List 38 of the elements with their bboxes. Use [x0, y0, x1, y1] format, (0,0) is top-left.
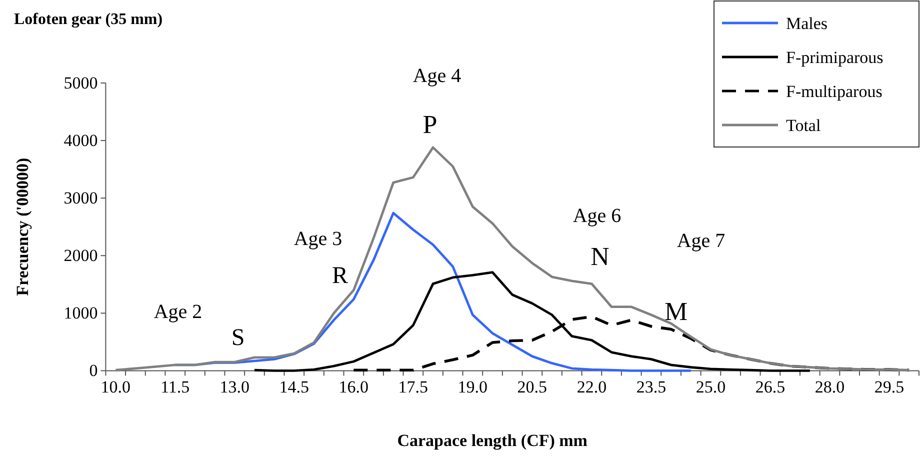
x-tick-label: 28.0: [814, 377, 845, 396]
annotation: M: [664, 297, 688, 326]
y-tick-label: 2000: [64, 246, 98, 266]
legend-label: F-multiparous: [786, 82, 882, 101]
y-tick-label: 1000: [64, 304, 98, 323]
y-tick-label: 0: [89, 361, 98, 380]
y-tick-label: 3000: [64, 188, 98, 208]
x-tick-label: 23.5: [636, 377, 666, 396]
chart-title: Lofoten gear (35 mm): [14, 11, 163, 28]
annotation: N: [590, 242, 610, 271]
annotation: S: [231, 325, 245, 351]
y-tick-label: 5000: [64, 73, 98, 92]
line-series: [114, 146, 910, 372]
x-tick-label: 20.5: [517, 377, 548, 396]
x-tick-label: 17.5: [398, 377, 428, 396]
x-tick-label: 25.0: [696, 377, 726, 396]
annotation: Age 3: [294, 228, 342, 250]
legend-label: Males: [786, 14, 828, 33]
x-axis-title: Carapace length (CF) mm: [397, 431, 588, 450]
x-tick-label: 13.0: [220, 377, 250, 396]
legend-label: Total: [786, 116, 821, 135]
y-axis-title: Frecuency ('00000): [13, 158, 32, 296]
annotation: Age 2: [154, 301, 202, 323]
x-tick-label: 22.0: [576, 377, 607, 396]
x-tick-label: 16.0: [338, 377, 369, 396]
y-tick-label: 4000: [64, 130, 98, 150]
x-tick-label: 19.0: [458, 377, 488, 396]
annotation: R: [332, 263, 348, 289]
annotation: Age 6: [572, 205, 622, 227]
legend-label: F-primiparous: [786, 48, 884, 67]
x-tick-label: 11.5: [160, 377, 190, 396]
x-tick-label: 10.0: [100, 377, 130, 396]
annotation: Age 7: [676, 230, 726, 252]
annotation: Age 4: [412, 65, 462, 87]
x-tick-label: 26.5: [755, 377, 786, 396]
x-tick-label: 29.5: [874, 377, 904, 396]
annotation: P: [422, 110, 438, 139]
x-tick-label: 14.5: [279, 377, 310, 396]
